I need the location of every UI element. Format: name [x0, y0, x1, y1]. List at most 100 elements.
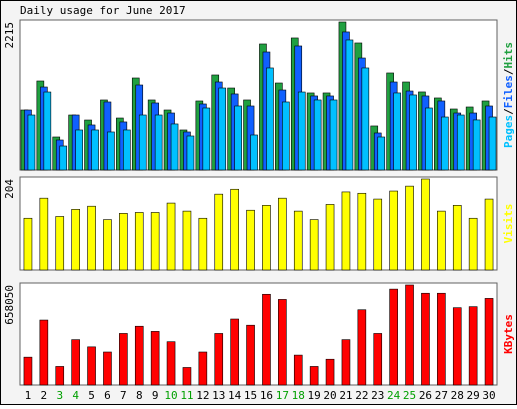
bar: [472, 119, 481, 171]
x-tick-label: 23: [371, 389, 384, 402]
x-tick-label: 30: [482, 389, 495, 402]
x-tick-label: 13: [212, 389, 225, 402]
bar: [266, 67, 274, 171]
legend-entry: Pages: [502, 115, 515, 148]
x-tick-label: 3: [56, 389, 63, 402]
x-tick-label: 18: [292, 389, 305, 402]
bar: [23, 217, 33, 271]
x-tick-label: 1: [25, 389, 32, 402]
x-tick-label: 6: [104, 389, 111, 402]
bar: [282, 101, 290, 171]
bar: [452, 307, 462, 386]
bar: [154, 114, 163, 171]
bar: [309, 219, 319, 271]
y-tick-label: 658050: [3, 285, 16, 325]
legend-entry: KBytes: [502, 314, 515, 354]
bar: [293, 210, 303, 271]
bar: [198, 351, 208, 386]
bar: [389, 190, 398, 271]
bar: [103, 219, 112, 271]
bar: [373, 198, 383, 271]
x-tick-label: 7: [120, 389, 127, 402]
bar: [377, 136, 386, 171]
x-tick-label: 5: [88, 389, 95, 402]
bar: [75, 129, 83, 171]
bar: [107, 131, 115, 171]
bar: [278, 197, 287, 271]
bar: [119, 213, 128, 271]
legend: KBytes: [502, 314, 515, 354]
bar: [134, 325, 144, 386]
x-tick-label: 24: [387, 389, 401, 402]
x-tick-label: 15: [244, 389, 257, 402]
bar: [425, 107, 433, 171]
bar: [182, 367, 192, 386]
bar: [123, 129, 131, 171]
bar: [246, 324, 255, 386]
bar: [313, 99, 322, 171]
bar: [262, 205, 271, 271]
bar: [214, 333, 224, 386]
x-tick-label: 28: [451, 389, 464, 402]
bar: [150, 212, 160, 271]
bar: [341, 339, 351, 386]
bar: [230, 318, 239, 386]
x-tick-label: 21: [339, 389, 352, 402]
bar: [246, 209, 255, 271]
bar: [405, 185, 414, 271]
bar: [468, 217, 478, 271]
bar: [214, 193, 224, 271]
x-tick-label: 16: [260, 389, 273, 402]
x-tick-label: 20: [323, 389, 336, 402]
bar: [452, 205, 462, 271]
bar: [484, 198, 494, 271]
bar: [27, 114, 36, 171]
bar: [373, 333, 383, 386]
bar: [309, 366, 319, 386]
bar: [345, 39, 354, 171]
bar: [357, 192, 367, 271]
x-tick-label: 4: [72, 389, 79, 402]
bar: [278, 299, 287, 386]
bar: [456, 114, 465, 171]
bar: [71, 339, 80, 386]
bar: [39, 197, 49, 271]
bar: [441, 116, 449, 171]
bar: [87, 205, 96, 271]
bar: [405, 284, 414, 386]
bar: [218, 87, 227, 171]
bar: [437, 210, 446, 271]
panel: [19, 282, 498, 386]
x-tick-label: 17: [276, 389, 289, 402]
bar: [202, 107, 211, 171]
bar: [103, 351, 112, 386]
bar: [23, 356, 33, 386]
bar: [230, 188, 239, 271]
legend-entry: Files: [502, 75, 515, 108]
legend: Visits: [502, 204, 515, 244]
bar: [325, 204, 335, 271]
bar: [43, 91, 52, 171]
bar: [55, 366, 65, 386]
bar: [409, 94, 417, 171]
x-tick-label: 22: [355, 389, 368, 402]
bar: [361, 67, 370, 171]
bar: [325, 358, 335, 386]
x-tick-label: 9: [152, 389, 159, 402]
bar: [166, 341, 176, 386]
bar: [170, 123, 179, 171]
chart-title: Daily usage for June 2017: [20, 4, 186, 17]
bar: [119, 333, 128, 386]
x-tick-label: 29: [467, 389, 480, 402]
bar: [389, 288, 398, 386]
bar: [39, 319, 49, 386]
bar: [341, 191, 351, 271]
bar: [91, 129, 99, 171]
bar: [182, 210, 192, 271]
x-tick-label: 25: [403, 389, 416, 402]
bar: [250, 134, 258, 171]
bar: [393, 92, 401, 171]
x-tick-label: 12: [196, 389, 209, 402]
bar: [138, 114, 147, 171]
legend: Pages/Files/Hits: [502, 42, 515, 148]
